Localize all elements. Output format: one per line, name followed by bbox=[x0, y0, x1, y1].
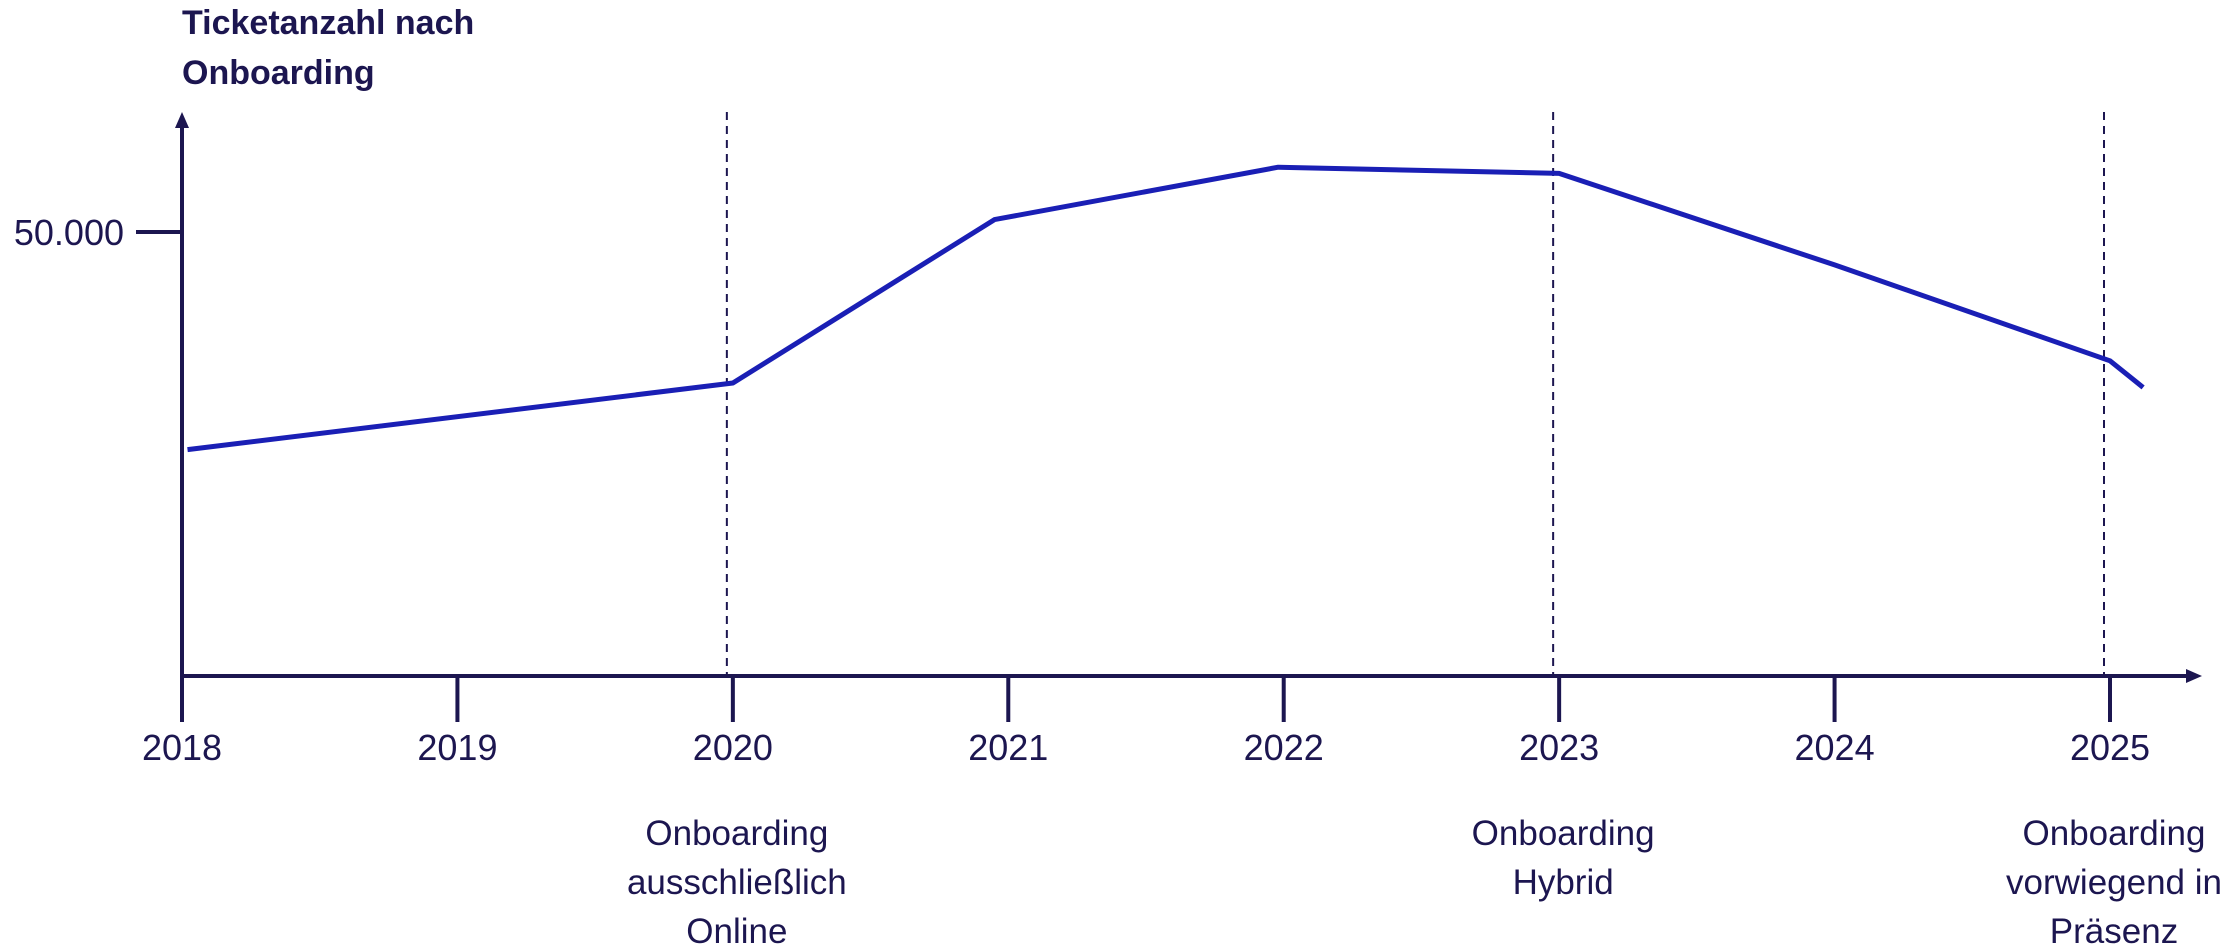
annotation-label-line: Onboarding bbox=[645, 814, 828, 853]
y-axis-arrow bbox=[175, 112, 189, 128]
annotation-label-line: Hybrid bbox=[1513, 863, 1614, 902]
annotation-label-line: ausschließlich bbox=[627, 863, 847, 902]
chart-title-line: Ticketanzahl nach bbox=[182, 4, 474, 42]
series-line bbox=[187, 164, 2145, 453]
chart-title: Ticketanzahl nach Onboarding bbox=[182, 4, 474, 92]
x-tick-label: 2025 bbox=[2070, 727, 2150, 768]
x-tick-label: 2019 bbox=[417, 727, 497, 768]
x-axis-ticks: 2018 2019 2020 2021 2022 2023 2024 2025 bbox=[142, 676, 2150, 768]
y-tick-label: 50.000 bbox=[14, 212, 124, 253]
annotation-label-line: Online bbox=[686, 912, 787, 948]
y-axis-ticks: 50.000 bbox=[14, 212, 182, 253]
annotation-label-line: Onboarding bbox=[1472, 814, 1655, 853]
x-tick-label: 2024 bbox=[1795, 727, 1875, 768]
x-axis-arrow bbox=[2186, 669, 2202, 683]
x-tick-label: 2021 bbox=[968, 727, 1048, 768]
x-tick-label: 2018 bbox=[142, 727, 222, 768]
series-group bbox=[187, 164, 2145, 453]
x-tick-label: 2022 bbox=[1244, 727, 1324, 768]
annotation-labels: Onboarding ausschließlich Online Onboarding… bbox=[627, 814, 2222, 948]
annotation-label-line: Onboarding bbox=[2023, 814, 2206, 853]
x-tick-label: 2023 bbox=[1519, 727, 1599, 768]
axes bbox=[175, 112, 2202, 683]
x-tick-label: 2020 bbox=[693, 727, 773, 768]
chart-title-line: Onboarding bbox=[182, 54, 375, 92]
annotation-label-line: vorwiegend in bbox=[2006, 863, 2222, 902]
annotation-label-line: Präsenz bbox=[2050, 912, 2178, 948]
annotation-guides bbox=[725, 112, 2105, 676]
